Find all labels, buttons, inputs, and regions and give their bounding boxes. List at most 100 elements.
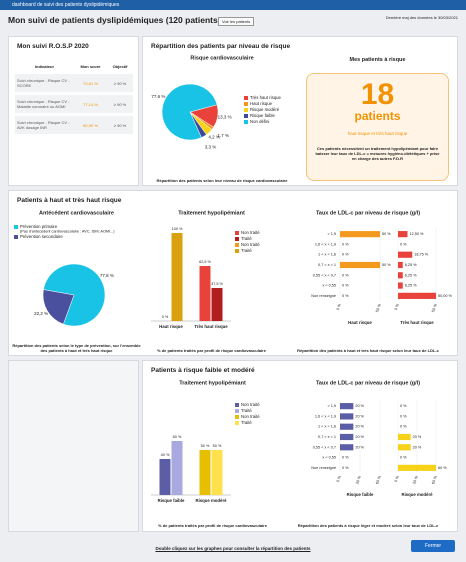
x-tick-label: Très haut risque bbox=[194, 324, 228, 329]
bar bbox=[398, 272, 403, 279]
legend-label: Non traité bbox=[241, 402, 260, 407]
help-link[interactable]: Double cliquez sur les graphes pour cons… bbox=[155, 546, 311, 551]
chart-svg: Risque cardiovasculaire 13,3 % 1,7 %4,2 % 3… bbox=[151, 55, 281, 150]
legend-swatch bbox=[244, 102, 248, 106]
bar-value-label: 20 % bbox=[355, 435, 364, 439]
indicator: Suivi chronique - Risque CV - AVK dosage… bbox=[15, 116, 74, 134]
target: ≥ 90 % bbox=[107, 74, 133, 92]
bar bbox=[398, 261, 403, 269]
legend-swatch bbox=[235, 243, 239, 247]
risk-count: 18 bbox=[360, 78, 395, 111]
panel-label: Très haut risque bbox=[400, 320, 434, 325]
pie-slice bbox=[42, 289, 75, 325]
x-tick-label: 30 % bbox=[412, 475, 419, 485]
bar-value-label: 37,5 % bbox=[211, 282, 223, 286]
target: ≥ 90 % bbox=[107, 95, 133, 113]
window-title: dashboard de suivi des patients dyslipid… bbox=[12, 2, 120, 8]
legend-swatch bbox=[244, 114, 248, 118]
chart-caption: Répartition des patients selon leur nive… bbox=[156, 178, 288, 183]
legend-label: Traité bbox=[241, 408, 252, 413]
bar bbox=[340, 231, 380, 238]
bar bbox=[211, 288, 223, 321]
bar-value-label: 100 % bbox=[172, 227, 183, 231]
y-tick-label: Non renseigné bbox=[311, 294, 336, 298]
empty-area bbox=[8, 360, 139, 532]
bar bbox=[340, 261, 380, 269]
bar bbox=[211, 450, 223, 495]
bar-value-label: 0 % bbox=[342, 242, 349, 246]
legend-swatch bbox=[235, 409, 239, 413]
chart: Traitement hypolipémiant 0 % 100 % Haut ris… bbox=[145, 205, 278, 355]
slice-label: 22,2 % bbox=[34, 311, 48, 316]
legend-label: Traité bbox=[241, 248, 252, 253]
pie-slice bbox=[161, 83, 218, 141]
slice-label: 77,6 % bbox=[151, 94, 165, 99]
chart-svg: Traitement hypolipémiant 40 % 60 % Risque f… bbox=[151, 380, 260, 503]
bar-value-label: 6,25 % bbox=[405, 273, 417, 277]
bar-value-label: 6,25 % bbox=[405, 284, 417, 288]
bar-value-label: 50,00 % bbox=[438, 294, 453, 298]
legend-swatch bbox=[244, 120, 248, 124]
legend-label: Très haut risque bbox=[250, 95, 281, 100]
bar bbox=[340, 413, 354, 420]
column-header: Mon score bbox=[80, 64, 101, 69]
chart-caption: % de patients traités par profil de risq… bbox=[158, 523, 267, 528]
legend-swatch bbox=[235, 415, 239, 419]
chart: Antécédent cardiovasculaire 77,8 % 22,2 % P… bbox=[8, 205, 145, 355]
y-tick-label: 0,7 < x < 1 bbox=[318, 263, 336, 267]
see-patients-button[interactable]: Voir les patients bbox=[218, 17, 255, 26]
y-tick-label: Non renseigné bbox=[311, 466, 336, 470]
chart-title: Traitement hypolipémiant bbox=[179, 380, 246, 386]
bar-value-label: 20 % bbox=[355, 445, 364, 449]
legend-swatch bbox=[235, 231, 239, 235]
legend-note: (Pas d'antécédent cardiovasculaire : AVC… bbox=[20, 230, 115, 234]
chart-svg: Taux de LDL-c par niveau de risque (g/l)… bbox=[311, 210, 453, 325]
x-tick-label: 50 % bbox=[375, 303, 382, 313]
chart-title: Risque cardiovasculaire bbox=[190, 55, 253, 61]
bar-value-label: 20 % bbox=[413, 435, 422, 439]
bar-value-label: 20 % bbox=[413, 445, 422, 449]
y-tick-label: 0,55 < x < 0,7 bbox=[313, 273, 336, 277]
legend-swatch bbox=[244, 108, 248, 112]
risk-description: Ces patients nécessitent un traitement h… bbox=[315, 146, 440, 161]
bar-value-label: 6,25 % bbox=[405, 263, 417, 267]
bar bbox=[398, 444, 411, 451]
chart: Taux de LDL-c par niveau de risque (g/l)… bbox=[280, 205, 456, 355]
bar bbox=[199, 266, 211, 321]
y-tick-label: > 1,9 bbox=[327, 232, 336, 236]
bar bbox=[398, 282, 403, 289]
rosp-panel: Mon suivi R.O.S.P 2020 Indicateur Mon sco… bbox=[8, 36, 139, 186]
y-tick-label: 0,7 < x < 1 bbox=[318, 435, 336, 439]
bar bbox=[340, 403, 354, 410]
x-tick-label: 0 % bbox=[394, 475, 400, 483]
column-header: Objectif bbox=[112, 64, 128, 69]
panel-title: Répartition des patients par niveau de r… bbox=[151, 43, 291, 50]
bar-value-label: 50 % bbox=[201, 444, 210, 448]
score: 70,61 % bbox=[74, 74, 108, 92]
update-date: Dernière maj des données le 30/03/2021 bbox=[385, 15, 458, 20]
y-tick-label: 1,6 < x < 1,9 bbox=[315, 242, 336, 246]
bar-value-label: 0 % bbox=[342, 253, 349, 257]
slice-label: 3,3 % bbox=[205, 145, 217, 150]
legend-label: Traité bbox=[241, 420, 252, 425]
y-tick-label: 1,6 < x < 1,9 bbox=[315, 414, 336, 418]
chart-caption: Répartition des patients à risque léger … bbox=[297, 523, 439, 528]
y-tick-label: x < 0,55 bbox=[322, 284, 336, 288]
bar-value-label: 60 % bbox=[173, 435, 182, 439]
bar bbox=[199, 450, 211, 495]
bar bbox=[340, 444, 354, 451]
legend-label: Prévention secondaire bbox=[20, 234, 63, 239]
legend-label: Non traité bbox=[241, 230, 260, 235]
close-button[interactable]: Fermer bbox=[411, 540, 455, 552]
bar-value-label: 18,75 % bbox=[414, 253, 429, 257]
bar-value-label: 0 % bbox=[342, 466, 349, 470]
x-tick-label: Haut risque bbox=[159, 324, 183, 329]
legend-label: Traité bbox=[241, 236, 252, 241]
chart: Taux de LDL-c par niveau de risque (g/l)… bbox=[280, 375, 456, 530]
bar-value-label: 0 % bbox=[342, 273, 349, 277]
panel-title: Patients à haut et très haut risque bbox=[17, 197, 122, 204]
legend-swatch bbox=[14, 235, 18, 239]
legend-swatch bbox=[244, 96, 248, 100]
chart: Traitement hypolipémiant 40 % 60 % Risque f… bbox=[145, 375, 280, 530]
bar bbox=[171, 441, 183, 495]
